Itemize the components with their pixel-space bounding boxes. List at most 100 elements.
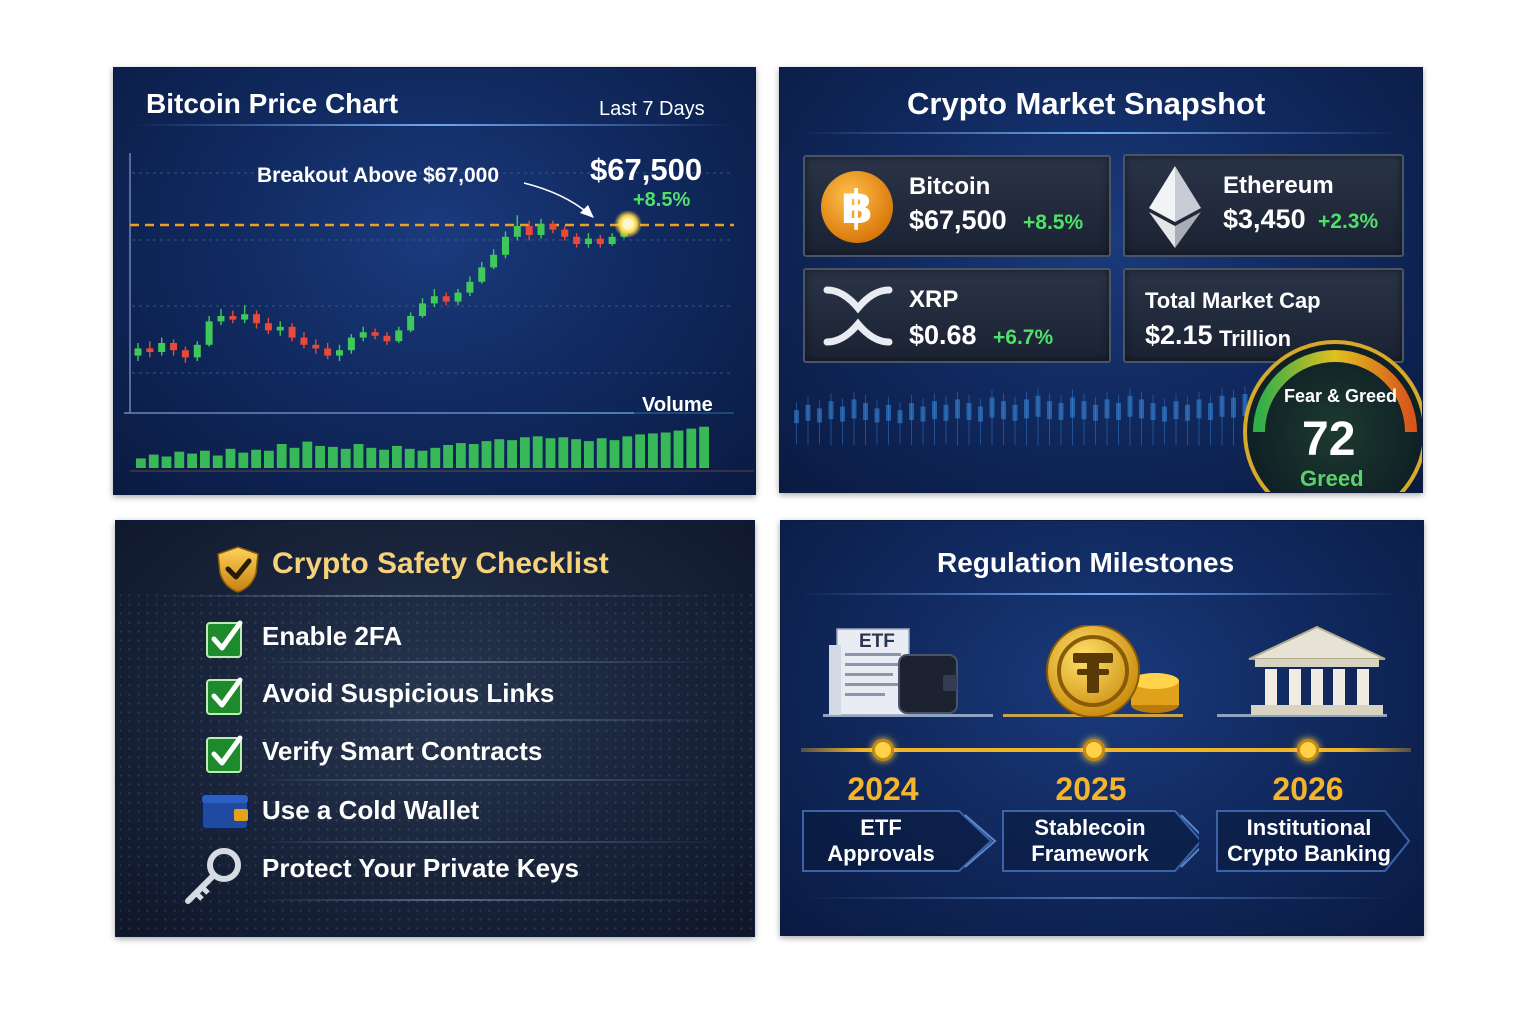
checklist-item-2fa[interactable]: Enable 2FA: [116, 611, 754, 669]
background-candle: [863, 403, 868, 420]
milestone-year: 2025: [1055, 771, 1127, 807]
candle-down[interactable]: [288, 326, 296, 338]
chart-period[interactable]: Last 7 Days: [599, 98, 705, 120]
milestone-label-2026: Institutional Crypto Banking: [1219, 815, 1399, 867]
checklist-item-label: Protect Your Private Keys: [262, 853, 579, 883]
bitcoin-card[interactable]: ฿ Bitcoin $67,500 +8.5%: [803, 155, 1111, 257]
checklist-item-cold-wallet[interactable]: Use a Cold Wallet: [116, 785, 754, 843]
candle-up[interactable]: [359, 332, 367, 338]
candle-down[interactable]: [170, 343, 178, 351]
milestone-label-line2: Crypto Banking: [1227, 841, 1391, 866]
candle-up[interactable]: [466, 281, 474, 293]
fear-greed-sentiment: Greed: [1300, 466, 1364, 491]
candle-up[interactable]: [478, 267, 486, 282]
stablecoin-icon: [1043, 624, 1183, 718]
timeline-marker[interactable]: [872, 739, 894, 761]
candle-up[interactable]: [276, 326, 284, 331]
background-candle: [966, 403, 972, 420]
candle-down[interactable]: [146, 348, 154, 352]
bitcoin-icon: ฿: [819, 169, 895, 245]
checkbox-checked-icon[interactable]: [204, 615, 248, 659]
ethereum-card[interactable]: Ethereum $3,450 +2.3%: [1123, 154, 1404, 257]
milestone-box-2024[interactable]: [799, 809, 999, 873]
candle-down[interactable]: [181, 350, 189, 358]
candle-up[interactable]: [490, 254, 498, 268]
candle-up[interactable]: [454, 292, 462, 302]
checklist-item-label: Use a Cold Wallet: [262, 795, 480, 825]
candle-up[interactable]: [608, 236, 616, 244]
candle-down[interactable]: [442, 296, 450, 302]
milestone-box-2025[interactable]: [999, 809, 1199, 873]
etf-icon-text: ETF: [859, 631, 895, 652]
candle-up[interactable]: [347, 337, 355, 351]
checklist-item-links[interactable]: Avoid Suspicious Links: [116, 668, 754, 726]
candle-up[interactable]: [418, 303, 426, 316]
background-candle: [978, 406, 983, 422]
volume-bar: [187, 453, 197, 468]
background-candle: [920, 406, 926, 422]
candle-up[interactable]: [513, 226, 521, 237]
market-cap-label: Total Market Cap: [1145, 288, 1321, 313]
milestone-label-line2: Framework: [1031, 841, 1149, 866]
candle-down[interactable]: [549, 224, 557, 230]
background-candle: [1208, 403, 1213, 420]
candle-down[interactable]: [253, 314, 261, 324]
background-candle: [828, 401, 834, 420]
candle-up[interactable]: [395, 330, 403, 342]
timeline-marker[interactable]: [1083, 739, 1105, 761]
volume-bar: [340, 448, 351, 468]
candle-down[interactable]: [525, 226, 533, 235]
candle-down[interactable]: [229, 316, 237, 320]
candle-down[interactable]: [264, 323, 272, 331]
fear-greed-gauge[interactable]: Fear & Greed 72 Greed: [1242, 332, 1422, 492]
current-price-dot[interactable]: [622, 218, 634, 230]
milestone-box-2026[interactable]: [1213, 809, 1413, 873]
volume-bar: [660, 432, 671, 468]
current-price-label: $67,500: [590, 152, 703, 187]
checklist-item-contracts[interactable]: Verify Smart Contracts: [116, 726, 754, 784]
candle-up[interactable]: [205, 321, 213, 345]
candle-up[interactable]: [430, 296, 438, 304]
volume-bar: [673, 430, 684, 468]
checklist-item-private-keys[interactable]: Protect Your Private Keys: [116, 843, 754, 904]
candle-up[interactable]: [158, 343, 166, 352]
candle-down[interactable]: [383, 335, 391, 342]
checkbox-checked-icon[interactable]: [204, 672, 248, 716]
xrp-card[interactable]: XRP $0.68 +6.7%: [803, 268, 1111, 363]
candle-down[interactable]: [573, 236, 581, 244]
volume-bar: [584, 441, 594, 468]
background-candle: [1173, 401, 1179, 420]
milestone-year: 2026: [1272, 771, 1344, 807]
candle-up[interactable]: [336, 350, 344, 356]
volume-bar: [328, 446, 338, 468]
candle-up[interactable]: [584, 238, 592, 244]
candle-up[interactable]: [217, 316, 225, 322]
candle-down[interactable]: [300, 337, 308, 345]
volume-bar: [558, 437, 569, 468]
volume-bar: [699, 426, 709, 468]
fear-greed-label: Fear & Greed: [1284, 386, 1398, 406]
background-candle: [874, 408, 880, 423]
candle-down[interactable]: [596, 238, 604, 244]
candle-up[interactable]: [537, 224, 545, 235]
candle-up[interactable]: [193, 344, 201, 358]
candle-up[interactable]: [501, 236, 509, 255]
candle-up[interactable]: [241, 314, 249, 320]
candle-up[interactable]: [407, 316, 415, 331]
candle-down[interactable]: [324, 348, 332, 356]
candle-down[interactable]: [312, 344, 320, 349]
volume-bar: [392, 445, 402, 468]
candle-down[interactable]: [371, 332, 379, 336]
volume-bar: [507, 440, 517, 468]
candle-up[interactable]: [134, 348, 142, 356]
candle-down[interactable]: [561, 229, 569, 237]
ethereum-change: +2.3%: [1318, 210, 1379, 233]
background-candle: [1219, 395, 1225, 417]
checkbox-checked-icon[interactable]: [204, 730, 248, 774]
market-cap-unit: Trillion: [1219, 326, 1292, 351]
etf-document-icon: ETF: [825, 625, 965, 717]
volume-bar: [622, 436, 633, 468]
timeline-marker[interactable]: [1297, 739, 1319, 761]
checklist-title: Crypto Safety Checklist: [272, 547, 609, 580]
row-divider: [256, 779, 726, 781]
